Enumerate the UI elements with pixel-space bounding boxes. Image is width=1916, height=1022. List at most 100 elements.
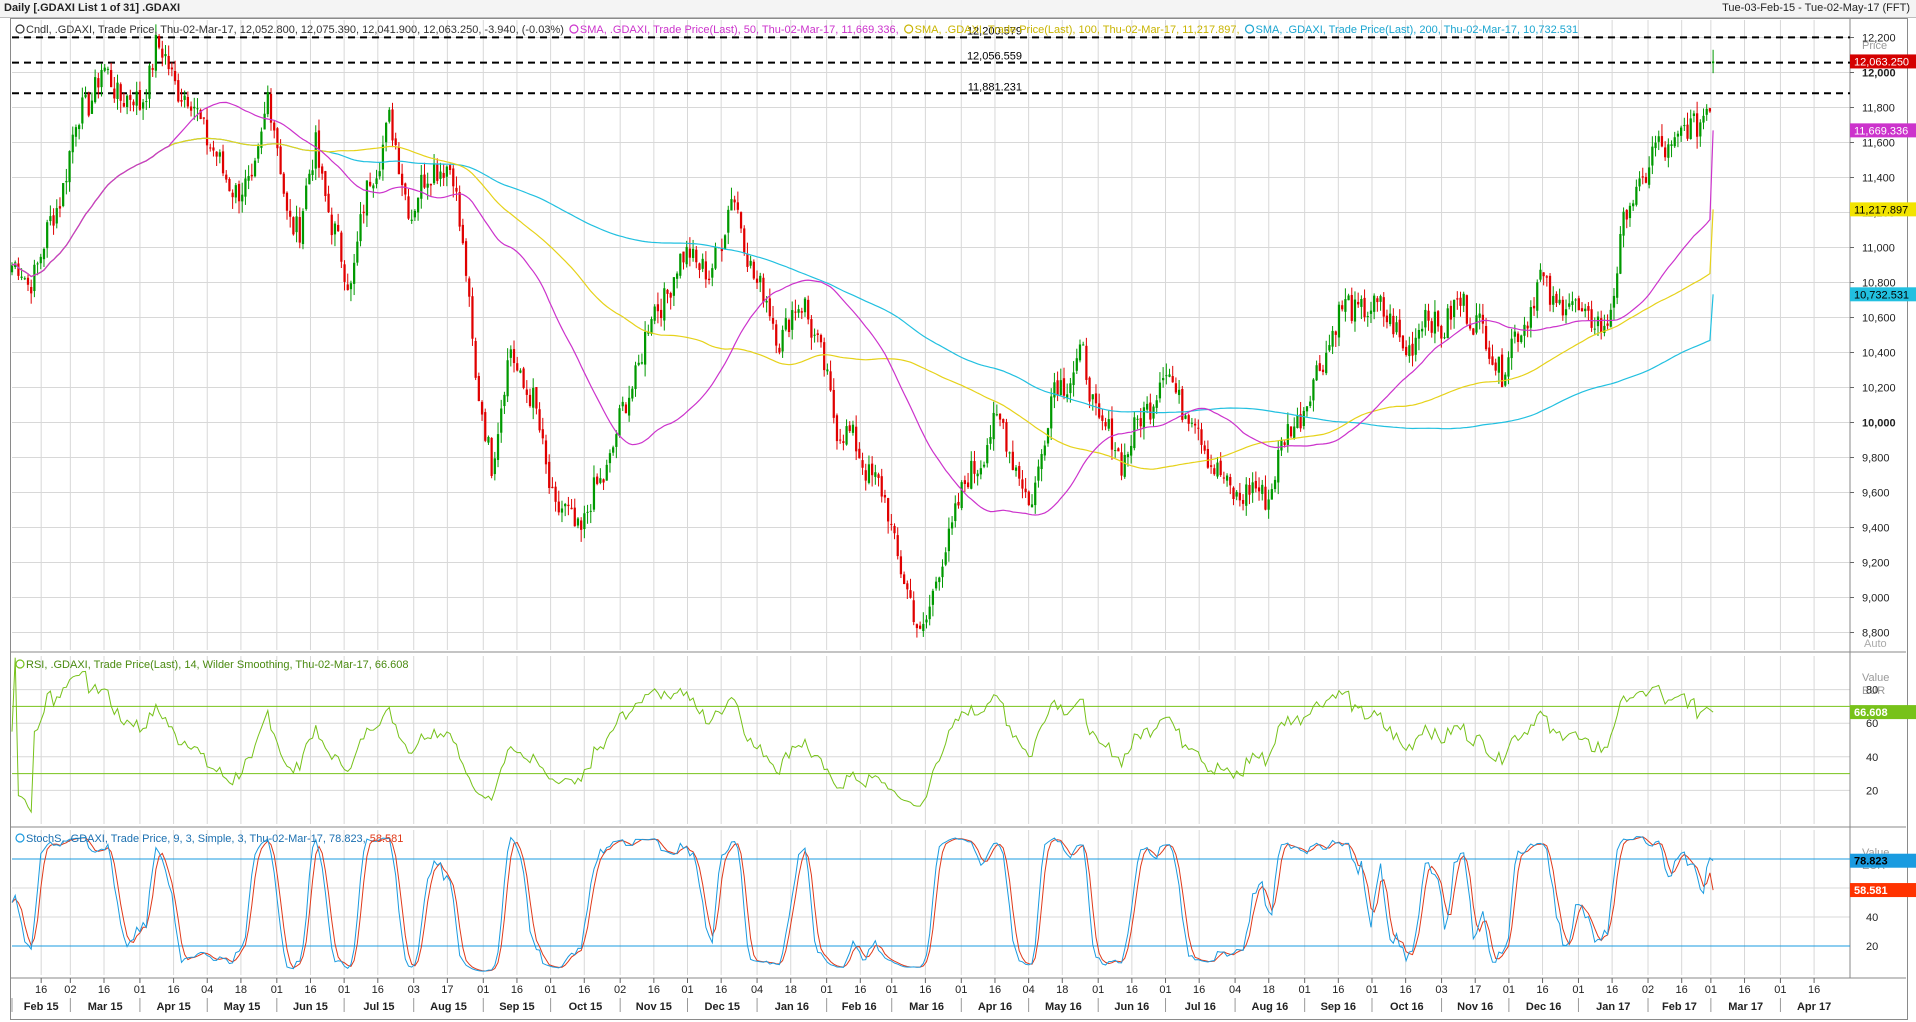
candle-body — [1542, 272, 1545, 277]
rsi-value-tag-text: 66.608 — [1854, 707, 1888, 719]
candle-body — [1085, 345, 1088, 380]
candle-body — [532, 387, 535, 408]
x-day-label: 16 — [989, 984, 1001, 996]
candle-body — [1149, 402, 1152, 420]
x-month-label: Jul 16 — [1185, 1001, 1216, 1013]
date-range[interactable]: Tue-03-Feb-15 - Tue-02-May-17 (FFT) — [1722, 2, 1910, 14]
price-tick-label: 12,200 — [1862, 33, 1896, 45]
candle-body — [544, 440, 548, 465]
x-month-label: Jan 17 — [1596, 1001, 1630, 1013]
candle-body — [1082, 344, 1085, 346]
candle-body — [202, 117, 205, 119]
stoch-value-tag — [1850, 883, 1916, 898]
x-month-label: Nov 15 — [636, 1001, 672, 1013]
candle-body — [94, 77, 97, 103]
candle-body — [116, 82, 119, 100]
candle-body — [666, 289, 669, 294]
candle-body — [375, 178, 378, 185]
candle-body — [135, 91, 138, 106]
rsi-line — [11, 657, 1714, 814]
candle-body — [1257, 487, 1261, 492]
candle-body — [33, 264, 36, 292]
candle-body — [1555, 293, 1558, 303]
candle-body — [253, 160, 257, 177]
candle-body — [1398, 319, 1401, 338]
candle-body — [1596, 316, 1600, 327]
candle-body — [675, 273, 679, 279]
candle-body — [1235, 491, 1238, 497]
candle-body — [464, 241, 468, 276]
candle-body — [1050, 396, 1053, 429]
x-day-label: 01 — [1774, 984, 1786, 996]
candle-body — [455, 187, 458, 192]
x-day-label: 16 — [1738, 984, 1750, 996]
candle-body — [781, 329, 784, 352]
candle-body — [1203, 445, 1206, 451]
candle-body — [1711, 61, 1715, 64]
candle-body — [1341, 305, 1344, 310]
candle-body — [803, 298, 807, 313]
candle-body — [1692, 113, 1696, 116]
candle-body — [257, 146, 260, 159]
candle-body — [1059, 380, 1062, 395]
sma50-line — [11, 101, 1714, 516]
candle-body — [1011, 451, 1014, 471]
stoch-value-tag-text: 78.823 — [1854, 856, 1888, 868]
price-tick-label: 9,400 — [1862, 523, 1890, 535]
candle-body — [1289, 426, 1293, 437]
candle-body — [986, 445, 989, 464]
candle-body — [132, 101, 135, 106]
x-day-label: 16 — [648, 984, 660, 996]
candle-body — [762, 277, 765, 303]
rsi-axis-title: Value — [1862, 672, 1889, 684]
x-day-label: 16 — [1126, 984, 1138, 996]
candle-body — [1264, 486, 1267, 510]
candle-body — [71, 134, 74, 153]
x-day-label: 01 — [1705, 984, 1717, 996]
candle-body — [1216, 462, 1219, 477]
candle-body — [1520, 335, 1523, 342]
candle-body — [353, 262, 356, 284]
candle-body — [1078, 344, 1082, 361]
candle-body — [554, 486, 557, 502]
candle-body — [1462, 293, 1465, 306]
candle-body — [1193, 423, 1197, 426]
candle-body — [1545, 276, 1548, 278]
candle-body — [1497, 356, 1500, 373]
candle-body — [1254, 480, 1257, 489]
candle-body — [509, 349, 512, 358]
x-month-label: Jun 15 — [293, 1001, 328, 1013]
candle-body — [1376, 298, 1379, 303]
candle-body — [1168, 374, 1171, 377]
x-day-label: 01 — [1503, 984, 1515, 996]
price-legend-item: SMA, .GDAXI, Trade Price(Last), 50, Thu-… — [580, 24, 899, 36]
candle-body — [775, 324, 778, 346]
candle-body — [1686, 124, 1689, 139]
candle-body — [436, 164, 439, 181]
candle-body — [557, 501, 560, 513]
candle-body — [925, 619, 928, 623]
x-day-label: 01 — [681, 984, 693, 996]
candle-body — [580, 520, 583, 530]
candle-body — [1465, 295, 1469, 324]
candle-body — [839, 439, 842, 441]
candle-body — [1162, 378, 1165, 381]
candle-body — [672, 277, 676, 296]
candle-body — [1478, 313, 1481, 318]
candle-body — [736, 202, 739, 210]
price-tick-label: 11,400 — [1862, 173, 1895, 185]
candle-body — [1209, 465, 1213, 467]
candle-body — [608, 453, 612, 464]
candle-body — [448, 165, 452, 170]
candle-body — [1040, 453, 1043, 470]
candle-body — [1353, 299, 1357, 322]
candle-body — [989, 437, 992, 444]
candle-body — [103, 67, 106, 71]
candle-body — [378, 171, 381, 177]
candle-body — [1641, 176, 1644, 178]
legends: Cndl, .GDAXI, Trade Price, Thu-02-Mar-17… — [15, 24, 1578, 845]
candle-body — [340, 232, 343, 262]
candle-body — [241, 194, 244, 202]
candle-body — [564, 503, 567, 507]
